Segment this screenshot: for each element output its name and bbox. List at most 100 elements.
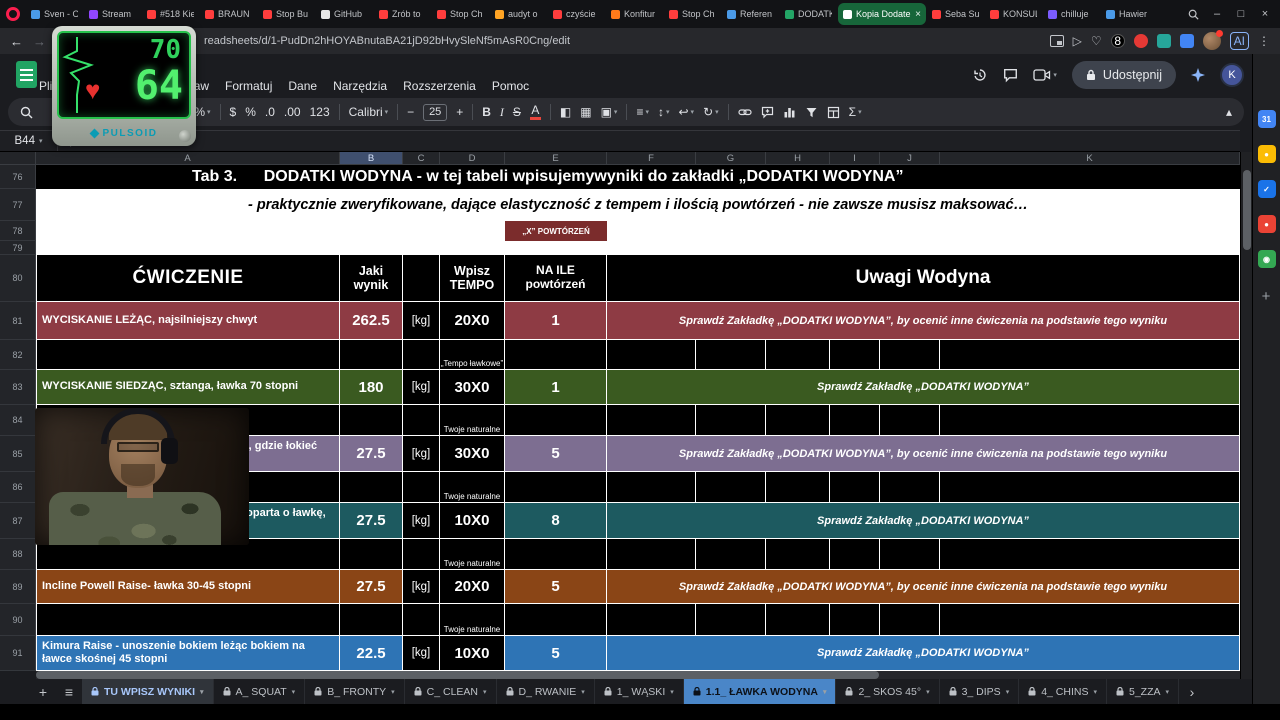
row-header[interactable]: 90 bbox=[0, 604, 36, 636]
horizontal-align-button[interactable]: ≡ ▾ bbox=[636, 105, 649, 119]
sheets-logo[interactable] bbox=[16, 61, 37, 88]
cell-empty[interactable] bbox=[340, 340, 403, 370]
browser-tab[interactable]: Referen × bbox=[722, 3, 779, 25]
cell-empty[interactable] bbox=[880, 539, 940, 570]
menu-item[interactable]: Pomoc bbox=[491, 79, 530, 93]
cell-empty[interactable] bbox=[607, 221, 696, 241]
cell-empty[interactable] bbox=[940, 539, 1240, 570]
browser-tab[interactable]: Sven - O × bbox=[26, 3, 83, 25]
menu-item[interactable]: Dane bbox=[288, 79, 318, 93]
column-header-c[interactable]: C bbox=[403, 152, 440, 165]
browser-tab[interactable]: Stream × bbox=[84, 3, 141, 25]
cell-empty[interactable] bbox=[36, 604, 340, 636]
cell-empty[interactable] bbox=[830, 539, 880, 570]
cell-tempo[interactable]: 10X0 bbox=[440, 636, 505, 671]
sheet-tab[interactable]: A_ SQUAT ▾ bbox=[214, 679, 306, 704]
cell-empty[interactable] bbox=[830, 221, 880, 241]
sheet-tab-menu-icon[interactable]: ▾ bbox=[926, 688, 930, 696]
sheet-tab-menu-icon[interactable]: ▾ bbox=[822, 688, 827, 696]
select-all-corner[interactable] bbox=[0, 152, 36, 165]
browser-tab[interactable]: Zrób to × bbox=[374, 3, 431, 25]
cell-header-exercise[interactable]: ĆWICZENIE bbox=[36, 255, 340, 302]
cell-empty[interactable] bbox=[766, 405, 830, 436]
browser-tab[interactable]: #518 Kie × bbox=[142, 3, 199, 25]
cell-empty[interactable] bbox=[340, 405, 403, 436]
cell-exercise-name[interactable]: Incline Powell Raise- ławka 30-45 stopni bbox=[36, 570, 340, 604]
column-header-b[interactable]: B bbox=[340, 152, 403, 165]
insert-comment-button[interactable] bbox=[761, 106, 774, 119]
cell-empty[interactable] bbox=[696, 340, 766, 370]
browser-tab[interactable]: audyt o × bbox=[490, 3, 547, 25]
column-header-i[interactable]: I bbox=[830, 152, 880, 165]
cell-empty[interactable] bbox=[766, 221, 830, 241]
play-icon[interactable]: ▷ bbox=[1072, 34, 1082, 48]
browser-tab[interactable]: DODATKI × bbox=[780, 3, 837, 25]
italic-button[interactable]: I bbox=[499, 104, 504, 119]
sheet-tab[interactable]: 4_ CHINS ▾ bbox=[1019, 679, 1107, 704]
cell-result[interactable]: 262.5 bbox=[340, 302, 403, 340]
increase-decimals-button[interactable]: .00 bbox=[283, 105, 301, 119]
side-panel-app-icon[interactable]: ✓ bbox=[1257, 180, 1276, 198]
cell-tempo-hint[interactable]: Twoje naturalne bbox=[440, 604, 505, 636]
cell-result[interactable]: 22.5 bbox=[340, 636, 403, 671]
cell-unit[interactable]: [kg] bbox=[403, 503, 440, 539]
cell-reps[interactable]: 5 bbox=[505, 436, 607, 472]
create-filter-button[interactable] bbox=[805, 106, 818, 119]
column-header-a[interactable]: A bbox=[36, 152, 340, 165]
cell-empty[interactable] bbox=[36, 241, 1240, 255]
bold-button[interactable]: B bbox=[482, 105, 491, 119]
menu-item[interactable]: Formatuj bbox=[225, 79, 273, 93]
meet-icon[interactable]: ▾ bbox=[1033, 68, 1057, 82]
cell-table-subtitle[interactable]: - praktycznie zweryfikowane, dające elas… bbox=[36, 189, 1240, 221]
cell-result[interactable]: 27.5 bbox=[340, 503, 403, 539]
cell-reps[interactable]: 5 bbox=[505, 636, 607, 671]
cell-empty[interactable] bbox=[940, 340, 1240, 370]
share-button[interactable]: Udostępnij bbox=[1071, 61, 1176, 89]
text-wrap-button[interactable]: ↩ ▾ bbox=[678, 105, 695, 119]
sheet-tab-menu-icon[interactable]: ▾ bbox=[1093, 688, 1097, 696]
cell-unit[interactable]: [kg] bbox=[403, 370, 440, 405]
cell-header-reps[interactable]: NA ILE powtórzeń bbox=[505, 255, 607, 302]
gemini-icon[interactable] bbox=[1191, 68, 1205, 82]
menu-item[interactable]: Narzędzia bbox=[333, 79, 388, 93]
cell-empty[interactable] bbox=[696, 221, 766, 241]
cell-empty[interactable] bbox=[880, 604, 940, 636]
cell-result[interactable]: 27.5 bbox=[340, 570, 403, 604]
decrease-font-size-button[interactable]: − bbox=[407, 105, 415, 119]
add-sheet-button[interactable]: + bbox=[38, 683, 48, 700]
cell-tempo[interactable]: 20X0 bbox=[440, 570, 505, 604]
cell-tempo[interactable]: 30X0 bbox=[440, 436, 505, 472]
cell-note[interactable]: Sprawdź Zakładkę „DODATKI WODYNA”, by oc… bbox=[607, 570, 1240, 604]
search-icon[interactable] bbox=[20, 106, 33, 119]
cell-unit[interactable]: [kg] bbox=[403, 436, 440, 472]
row-header[interactable]: 85 bbox=[0, 436, 36, 472]
cell-empty[interactable] bbox=[36, 340, 340, 370]
browser-tab[interactable]: Kopia Dodatek × bbox=[838, 3, 926, 25]
cell-empty[interactable] bbox=[403, 255, 440, 302]
cell-reps-banner[interactable]: „X” POWTÓRZEŃ bbox=[505, 221, 607, 241]
insert-chart-button[interactable] bbox=[783, 106, 796, 119]
browser-tab[interactable]: KONSUL × bbox=[985, 3, 1042, 25]
sheet-tab[interactable]: C_ CLEAN ▾ bbox=[405, 679, 497, 704]
cell-table-title[interactable]: Tab 3. DODATKI WODYNA - w tej tabeli wpi… bbox=[36, 165, 1240, 189]
cell-unit[interactable]: [kg] bbox=[403, 570, 440, 604]
column-header-g[interactable]: G bbox=[696, 152, 766, 165]
cell-note[interactable]: Sprawdź Zakładkę „DODATKI WODYNA” bbox=[607, 636, 1240, 671]
cell-empty[interactable] bbox=[830, 604, 880, 636]
tab-search-icon[interactable] bbox=[1182, 4, 1204, 24]
cell-reps[interactable]: 5 bbox=[505, 570, 607, 604]
vertical-scrollbar-thumb[interactable] bbox=[1243, 170, 1251, 250]
side-panel-app-icon[interactable]: ● bbox=[1257, 215, 1276, 233]
cell-empty[interactable] bbox=[766, 340, 830, 370]
row-header[interactable]: 80 bbox=[0, 255, 36, 302]
menu-item[interactable]: Rozszerzenia bbox=[403, 79, 476, 93]
cell-empty[interactable] bbox=[696, 405, 766, 436]
cell-empty[interactable] bbox=[403, 472, 440, 503]
cell-empty[interactable] bbox=[940, 221, 1240, 241]
cell-unit[interactable]: [kg] bbox=[403, 636, 440, 671]
cell-empty[interactable] bbox=[505, 539, 607, 570]
cell-exercise-name[interactable]: Kimura Raise - unoszenie bokiem leżąc bo… bbox=[36, 636, 340, 671]
cell-reps[interactable]: 1 bbox=[505, 302, 607, 340]
row-header[interactable]: 76 bbox=[0, 165, 36, 189]
sheet-tab-menu-icon[interactable]: ▾ bbox=[291, 688, 296, 696]
